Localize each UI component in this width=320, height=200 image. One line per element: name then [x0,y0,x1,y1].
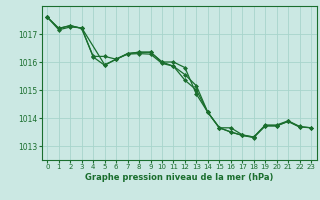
X-axis label: Graphe pression niveau de la mer (hPa): Graphe pression niveau de la mer (hPa) [85,173,273,182]
